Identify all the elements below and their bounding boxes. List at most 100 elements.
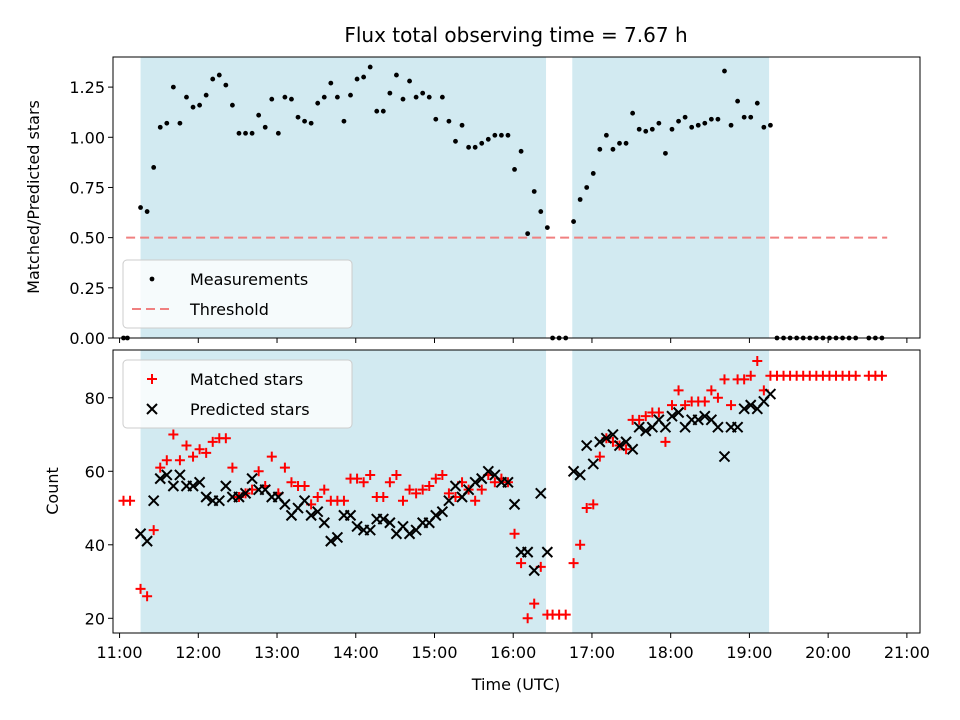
matched-star-point (253, 466, 264, 477)
measurement-point (643, 128, 649, 134)
matched-star-point (430, 473, 441, 484)
predicted-star-point (738, 403, 750, 415)
matched-star-point (384, 477, 395, 488)
measurement-point (413, 94, 419, 100)
predicted-star-point (161, 469, 173, 481)
predicted-star-point (502, 476, 514, 489)
x-axis-label: Time (UTC) (471, 675, 560, 694)
measurement-point (210, 76, 216, 82)
matched-star-point (378, 492, 389, 503)
measurement-point (623, 140, 629, 146)
matched-star-point (352, 473, 363, 484)
y-tick-label: 0.50 (69, 229, 105, 248)
matched-star-point (188, 451, 199, 462)
measurement-point (603, 132, 609, 138)
y-tick-label: 0.75 (69, 178, 105, 197)
matched-star-point (522, 613, 533, 624)
matched-star-point (699, 396, 710, 407)
measurement-point (695, 122, 701, 128)
measurement-point (492, 132, 498, 138)
measurement-point (630, 110, 636, 116)
matched-star-point (581, 503, 592, 514)
measurement-point (544, 225, 550, 231)
measurement-point (735, 98, 741, 104)
bottom-axes-frame (112, 349, 921, 634)
measurement-point (387, 90, 393, 96)
measurement-point (479, 140, 485, 146)
matched-star-point (719, 374, 730, 385)
legend-box (122, 259, 353, 329)
measurement-point (571, 219, 576, 224)
predicted-star-point (528, 564, 540, 577)
matched-star-point (680, 400, 691, 411)
measurement-point (170, 84, 176, 90)
measurement-point (649, 126, 655, 132)
legend-label: Predicted stars (190, 400, 310, 419)
measurement-point (636, 126, 642, 132)
measurement-point (531, 189, 537, 194)
measurement-point (216, 72, 222, 78)
measurement-point (138, 205, 143, 210)
measurement-point (715, 116, 721, 122)
predicted-star-point (187, 480, 199, 492)
predicted-star-point (174, 469, 186, 481)
y-tick-label: 1.00 (69, 128, 105, 147)
measurement-point (433, 116, 439, 122)
matched-star-point (155, 462, 166, 473)
measurement-point (230, 102, 235, 108)
measurement-point (669, 126, 675, 132)
predicted-star-point (587, 458, 599, 470)
y-tick-label: 20 (85, 609, 105, 628)
measurement-point (302, 118, 307, 124)
measurement-point (426, 94, 432, 100)
matched-star-point (174, 455, 185, 466)
measurement-point (407, 78, 412, 84)
matched-star-point (312, 492, 323, 503)
measurement-point (689, 124, 695, 130)
chart-title: Flux total observing time = 7.67 h (344, 23, 687, 47)
measurement-point (663, 150, 668, 156)
predicted-star-point (167, 480, 180, 492)
matched-star-point (876, 370, 887, 381)
measurement-point (453, 138, 458, 144)
predicted-star-point (325, 535, 337, 547)
predicted-star-point (233, 491, 245, 503)
count-series (118, 356, 887, 624)
predicted-star-point (331, 531, 344, 544)
measurement-point (367, 64, 373, 70)
matched-star-point (588, 499, 599, 510)
matched-star-point (266, 451, 277, 462)
predicted-star-point (764, 388, 777, 400)
x-tick-label: 15:00 (411, 643, 457, 662)
predicted-star-point (200, 491, 212, 503)
measurement-point (748, 114, 754, 120)
measurement-point (157, 124, 163, 130)
predicted-star-point (607, 428, 619, 441)
measurement-point (741, 114, 747, 120)
predicted-star-point (239, 487, 252, 500)
predicted-star-point (482, 465, 494, 477)
y-tick-label: 0.25 (69, 279, 105, 298)
predicted-star-point (521, 546, 534, 558)
predicted-star-point (659, 421, 672, 433)
measurement-point (400, 96, 406, 102)
x-tick-label: 14:00 (333, 643, 379, 662)
matched-star-point (424, 480, 435, 491)
measurement-point (190, 104, 196, 110)
matched-star-point (437, 469, 448, 480)
measurement-point (512, 167, 517, 172)
measurement-point (768, 122, 773, 128)
matched-star-point (529, 598, 540, 609)
matched-star-point (365, 469, 376, 480)
top-y-axis-label: Matched/Predicted stars (24, 100, 43, 294)
matched-star-point (850, 370, 861, 381)
predicted-star-point (449, 480, 462, 492)
bottom-y-axis-label: Count (43, 467, 62, 515)
measurement-point (380, 108, 386, 114)
x-tick-label: 19:00 (726, 643, 772, 662)
predicted-star-point (147, 494, 160, 507)
predicted-star-point (640, 425, 652, 437)
measurement-point (610, 146, 616, 152)
matched-star-point (706, 385, 717, 396)
